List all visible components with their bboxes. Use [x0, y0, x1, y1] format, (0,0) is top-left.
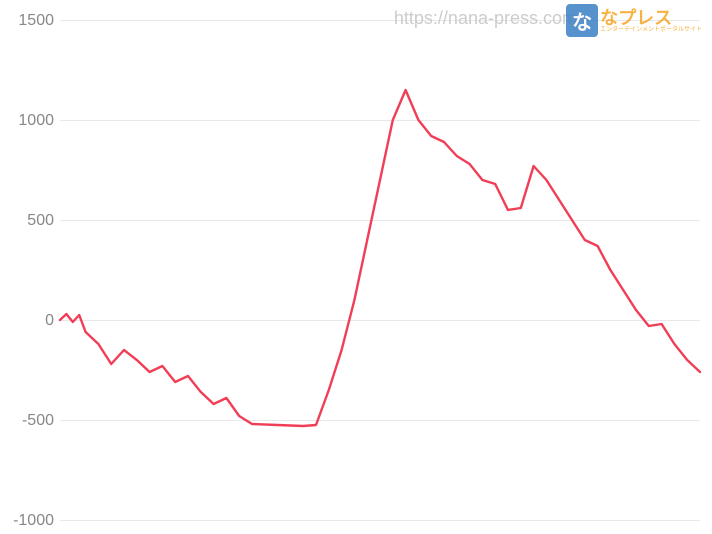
logo-badge: な	[566, 4, 598, 37]
logo-main-text: なプレス	[600, 9, 702, 27]
line-chart-container: 1500 1000 500 0 -500 -1000 https://nana-…	[0, 0, 712, 534]
line-chart-svg	[0, 0, 712, 534]
watermark-logo: な なプレス エンターテインメントポータルサイト	[566, 4, 702, 37]
logo-sub-text: エンターテインメントポータルサイト	[600, 27, 702, 33]
logo-text-group: なプレス エンターテインメントポータルサイト	[600, 9, 702, 33]
watermark-url: https://nana-press.com/	[394, 8, 582, 29]
data-line	[60, 90, 700, 426]
